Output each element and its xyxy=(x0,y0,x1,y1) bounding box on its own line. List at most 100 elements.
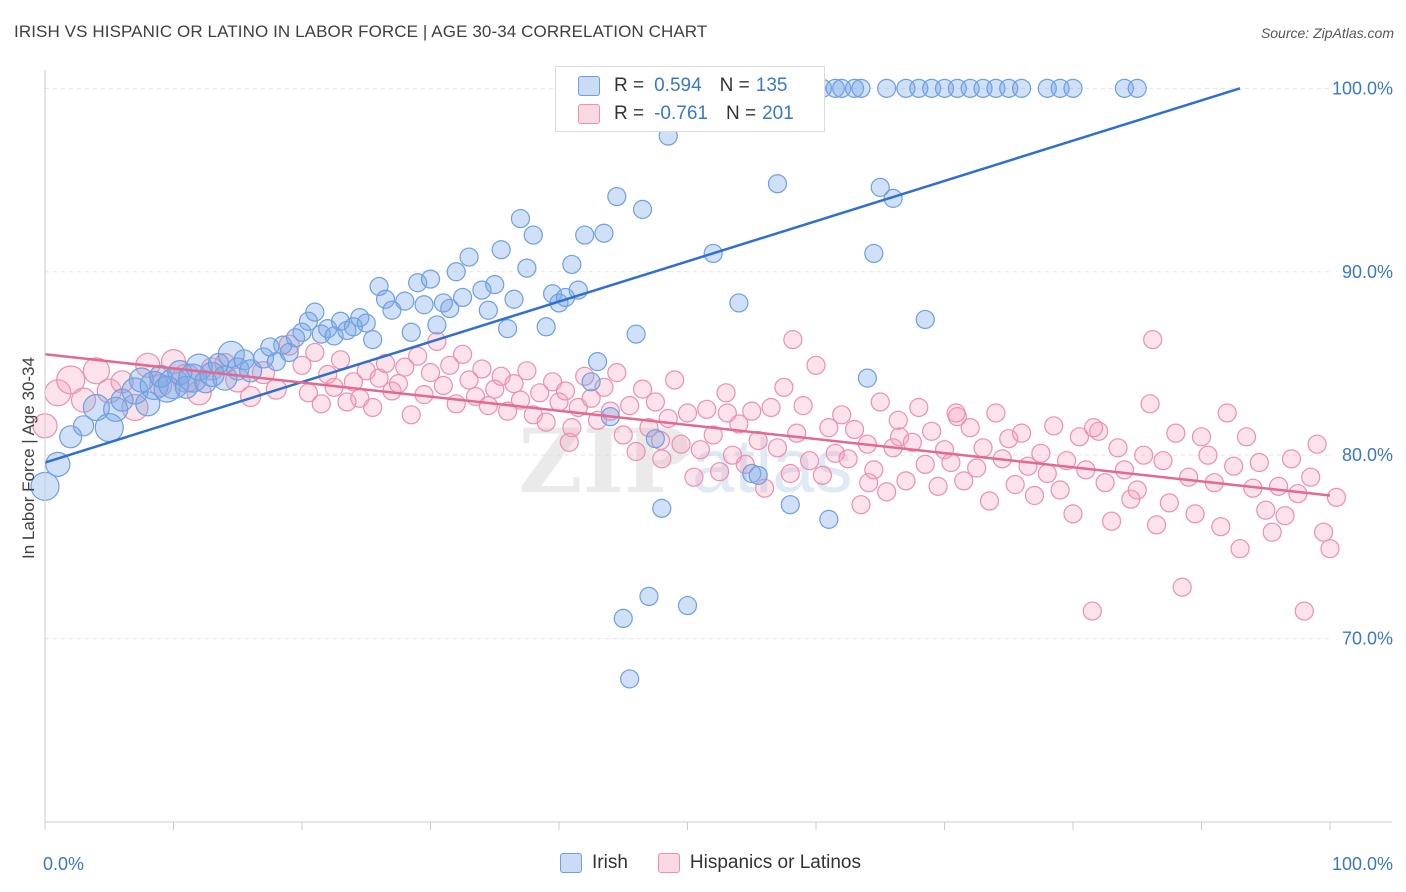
hisp-point xyxy=(844,419,865,440)
hisp-point xyxy=(812,465,833,485)
irish-point xyxy=(742,463,762,484)
hisp-point xyxy=(186,380,212,406)
legend-irish-n: 135 xyxy=(755,75,788,96)
irish-point xyxy=(819,509,839,529)
legend-item-irish[interactable]: Irish xyxy=(560,852,628,874)
hisp-point xyxy=(330,350,351,370)
irish-point xyxy=(121,377,149,405)
legend-row-hisp: R = -0.761 N = 201 xyxy=(578,101,794,127)
legend-n-label: N = xyxy=(725,103,757,124)
hisp-point xyxy=(877,482,897,502)
irish-point xyxy=(356,313,376,333)
irish-point xyxy=(748,465,768,485)
hisp-point xyxy=(70,387,97,413)
irish-point xyxy=(401,322,421,342)
hisp-point xyxy=(1083,418,1104,438)
hisp-point xyxy=(337,392,357,412)
hisp-point xyxy=(1101,511,1122,531)
chart-title: IRISH VS HISPANIC OR LATINO IN LABOR FOR… xyxy=(14,22,708,41)
hisp-point xyxy=(1037,463,1057,484)
hisp-point xyxy=(729,414,749,434)
irish-point xyxy=(305,302,325,322)
hisp-point xyxy=(941,452,961,473)
hisp-point xyxy=(1166,423,1186,443)
hisp-point xyxy=(510,390,531,410)
hisp-point xyxy=(864,460,884,480)
hisp-point xyxy=(530,383,550,403)
hisp-point xyxy=(620,396,640,416)
irish-point xyxy=(677,595,698,616)
irish-point xyxy=(517,258,537,278)
irish-point xyxy=(607,186,627,207)
hisp-point xyxy=(555,381,576,401)
hisp-point xyxy=(478,396,498,416)
hisp-point xyxy=(581,388,601,408)
hisp-point xyxy=(946,403,966,423)
hisp-point xyxy=(1185,504,1205,524)
hisp-point xyxy=(472,359,492,379)
hisp-point xyxy=(859,473,879,493)
y-tick-label: 100.0% xyxy=(1332,78,1393,98)
irish-point xyxy=(252,347,275,369)
hisp-point xyxy=(1294,601,1314,621)
hisp-point xyxy=(1275,506,1295,526)
irish-point xyxy=(870,177,890,197)
irish-point xyxy=(82,393,111,422)
hisp-point xyxy=(395,357,415,377)
hisp-point xyxy=(240,385,262,408)
irish-point xyxy=(491,240,511,260)
hisp-point xyxy=(710,462,730,482)
hisp-point xyxy=(1224,456,1244,476)
irish-legend-label: Irish xyxy=(592,852,628,873)
irish-point xyxy=(485,274,505,295)
source-label: Source: ZipAtlas.com xyxy=(1260,25,1394,41)
irish-point xyxy=(877,78,897,98)
legend-row-irish: R = 0.594 N = 135 xyxy=(578,73,787,99)
irish-point xyxy=(645,429,665,449)
hisp-point xyxy=(1268,476,1289,496)
irish-point xyxy=(459,247,479,267)
hisp-point xyxy=(1108,438,1128,458)
irish-trend-line xyxy=(44,87,1241,464)
hisp-point xyxy=(639,418,659,438)
hisp-point xyxy=(780,463,800,484)
hisp-point xyxy=(697,399,717,419)
irish-point xyxy=(414,295,434,315)
hisp-point xyxy=(375,353,396,374)
hisp-point xyxy=(1143,330,1163,350)
irish-point xyxy=(857,368,878,388)
irish-point xyxy=(72,415,95,437)
hisp-point xyxy=(832,405,852,425)
hisp-point xyxy=(1198,445,1218,465)
hisp-swatch xyxy=(578,104,600,124)
hisp-point xyxy=(684,467,704,487)
legend-item-hisp[interactable]: Hispanics or Latinos xyxy=(657,852,861,874)
hisp-point xyxy=(1095,473,1115,493)
irish-point xyxy=(536,317,556,337)
hisp-point xyxy=(658,408,678,429)
hisp-point xyxy=(305,342,325,363)
hisp-point xyxy=(973,438,993,458)
hisp-point xyxy=(1127,480,1147,500)
hisp-point xyxy=(838,449,858,469)
irish-point xyxy=(420,269,441,289)
axes: 0.0% 100.0% In Labor Force | Age 30-34 xyxy=(19,70,1393,874)
irish-point xyxy=(575,225,595,245)
irish-point xyxy=(337,320,357,341)
hisp-point xyxy=(1082,601,1102,621)
hisp-trend-line xyxy=(44,353,1331,497)
hisp-point xyxy=(677,403,698,423)
irish-point xyxy=(1127,78,1147,98)
irish-point xyxy=(375,289,396,309)
irish-point xyxy=(587,352,608,372)
irish-point xyxy=(440,298,460,319)
x-tick-label: 100.0% xyxy=(1332,854,1393,874)
legend-hisp-r: -0.761 xyxy=(654,103,708,124)
y-tick-label: 80.0% xyxy=(1342,445,1393,465)
hisp-point xyxy=(1146,515,1167,535)
hisp-point xyxy=(986,403,1006,423)
irish-point xyxy=(292,322,312,342)
hisp-point xyxy=(1230,539,1250,559)
hisp-point xyxy=(761,397,781,418)
